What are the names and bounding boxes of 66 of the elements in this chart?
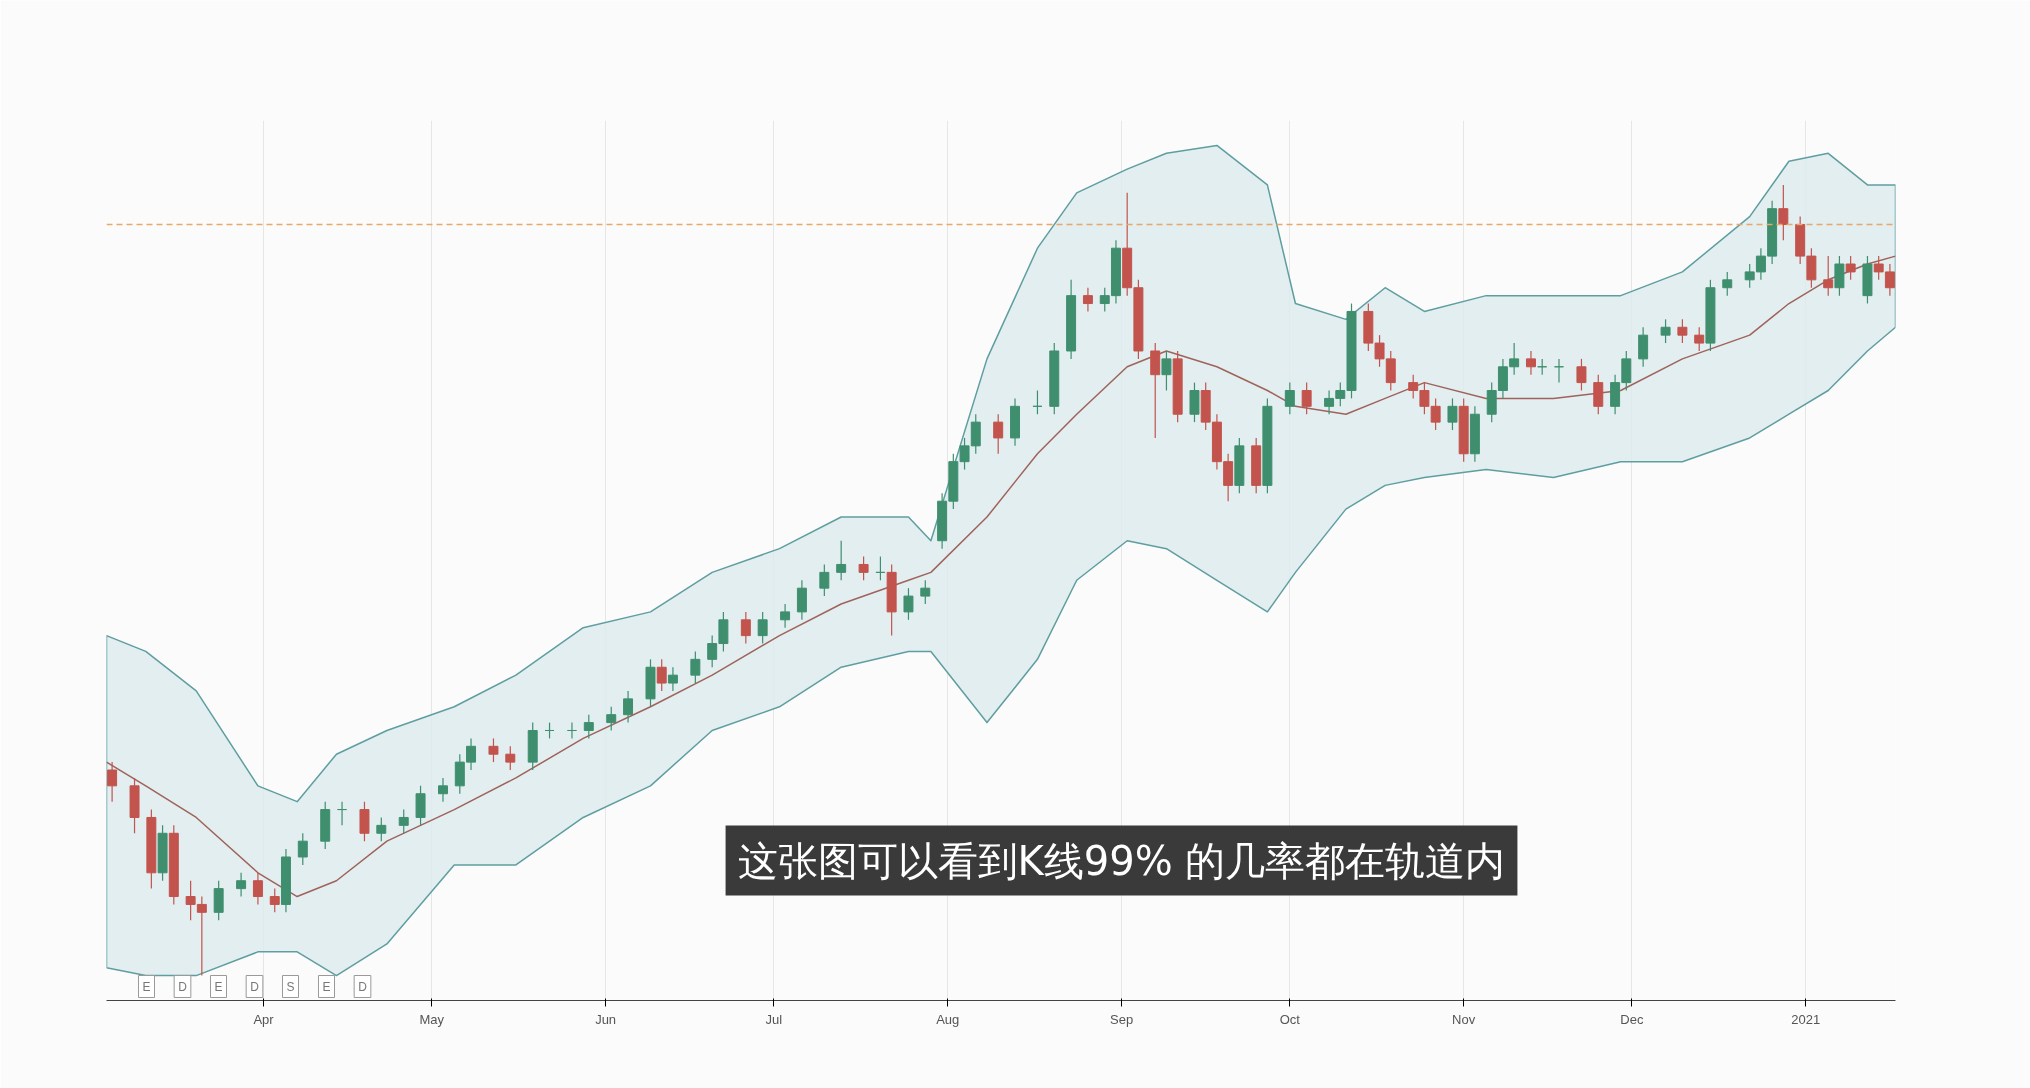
x-tick-label: Jun [595, 1011, 617, 1027]
candlestick [1660, 318, 1671, 344]
candlestick [757, 611, 768, 645]
candlestick [1694, 326, 1705, 352]
candlestick [1150, 342, 1161, 439]
candlestick [1593, 374, 1604, 415]
candlestick [398, 808, 409, 834]
candlestick [1189, 382, 1200, 423]
text: S [286, 979, 295, 994]
annotation: 这张图可以看到K线99% 的几率都在轨道内 [737, 837, 1506, 884]
candlestick [690, 650, 701, 684]
candlestick [359, 801, 370, 842]
candlestick [606, 706, 617, 732]
candlestick [1284, 382, 1295, 415]
candlestick [488, 737, 499, 763]
candlestick [1576, 358, 1587, 392]
x-tick-label: 2021 [1791, 1011, 1821, 1027]
candlestick [213, 880, 224, 921]
x-tick-label: Dec [1620, 1011, 1644, 1027]
x-tick-label: Sep [1110, 1011, 1134, 1027]
candlestick [1677, 318, 1688, 344]
x-tick-label: May [419, 1011, 445, 1027]
candlestick [297, 832, 308, 866]
text: D [250, 979, 260, 994]
candlestick [667, 666, 678, 692]
candlestick [1778, 184, 1789, 241]
candlestick [1301, 382, 1312, 415]
candlestick [796, 579, 807, 621]
x-tick-label: Apr [253, 1011, 275, 1027]
candlestick [920, 579, 931, 605]
candlestick [740, 611, 751, 645]
candlestick [1722, 271, 1733, 297]
candlestick [505, 745, 516, 771]
candlestick [1525, 350, 1536, 376]
candlestick [438, 777, 448, 803]
candlestick [1082, 287, 1093, 313]
candlestick [903, 587, 914, 621]
candlestick [1161, 350, 1172, 392]
text: E [214, 979, 223, 994]
text: E [142, 979, 151, 994]
x-tick-label: Aug [936, 1011, 960, 1027]
candlestick [858, 555, 869, 581]
text: D [178, 979, 188, 994]
candlestick [819, 563, 830, 597]
candlestick [1834, 255, 1845, 297]
candlestick [1845, 255, 1856, 281]
x-tick-label: Jul [765, 1011, 783, 1027]
x-tick-label: Nov [1452, 1011, 1476, 1027]
candlestick [780, 603, 791, 629]
candlestick [107, 761, 118, 803]
candlestick [1823, 255, 1834, 297]
candlestick [1638, 326, 1649, 368]
text: E [322, 979, 331, 994]
x-tick-label: Oct [1279, 1011, 1301, 1027]
candlestick [1447, 397, 1458, 431]
candlestick [415, 785, 426, 826]
text: D [358, 979, 368, 994]
candlestick [623, 690, 634, 724]
candlestick [656, 658, 667, 692]
candlestick [236, 872, 247, 898]
candlestick [252, 872, 263, 906]
candlestick [836, 540, 847, 581]
candlestick [376, 816, 387, 842]
candlestick [269, 888, 280, 913]
candlestick [993, 413, 1004, 455]
candlestick [583, 714, 594, 739]
